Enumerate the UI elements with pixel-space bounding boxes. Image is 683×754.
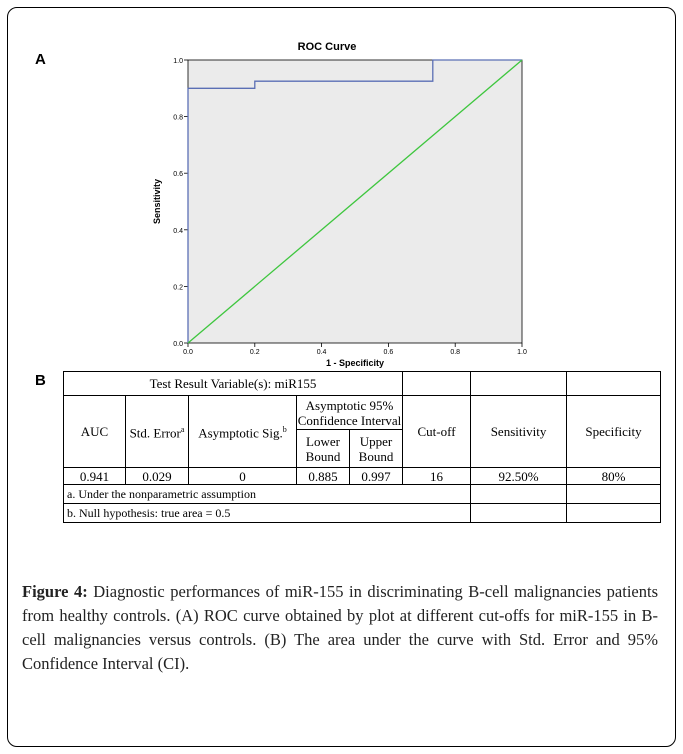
y-tick-label: 0.2 bbox=[173, 284, 183, 291]
header-confidence-interval: Asymptotic 95% Confidence Interval bbox=[295, 395, 404, 430]
cell-asymptotic-sig: 0 bbox=[188, 467, 297, 485]
y-axis: 0.0 0.2 0.4 0.6 0.8 1.0 bbox=[173, 58, 188, 348]
cell-upper-bound: 0.997 bbox=[348, 467, 404, 485]
panel-b-label: B bbox=[35, 372, 46, 389]
x-tick-label: 1.0 bbox=[517, 349, 527, 356]
table-note-b: b. Null hypothesis: true area = 0.5 bbox=[62, 503, 472, 523]
header-sensitivity: Sensitivity bbox=[470, 395, 568, 468]
roc-curve-line bbox=[187, 59, 522, 343]
figure-caption: Figure 4: Diagnostic performances of miR… bbox=[22, 580, 658, 676]
header-specificity: Specificity bbox=[566, 395, 662, 468]
auc-table: Test Result Variable(s): miR155 AUC Std.… bbox=[62, 371, 662, 523]
x-tick-label: 0.4 bbox=[317, 349, 327, 356]
x-tick-label: 0.8 bbox=[450, 349, 460, 356]
caption-text: Diagnostic performances of miR-155 in di… bbox=[22, 582, 658, 673]
header-std-error: Std. Errora bbox=[125, 395, 189, 468]
cell-sensitivity: 92.50% bbox=[470, 467, 568, 485]
table-title-empty bbox=[402, 371, 472, 396]
y-axis-label: Sensitivity bbox=[152, 179, 162, 224]
cell-auc: 0.941 bbox=[63, 467, 126, 485]
header-auc: AUC bbox=[63, 395, 126, 468]
header-asymptotic-sig: Asymptotic Sig.b bbox=[188, 395, 297, 468]
y-tick-label: 1.0 bbox=[173, 58, 183, 65]
figure-frame bbox=[7, 7, 676, 747]
cell-std-error: 0.029 bbox=[125, 467, 189, 485]
note-empty-cell bbox=[470, 484, 568, 504]
roc-chart: ROC Curve 0.00.20.40.60.81.0 0.0 0.2 0.4 0.… bbox=[152, 41, 527, 368]
header-cutoff: Cut-off bbox=[402, 395, 472, 468]
cell-specificity: 80% bbox=[566, 467, 662, 485]
reference-diagonal-line bbox=[187, 59, 523, 344]
table-title-empty bbox=[470, 371, 568, 396]
x-tick-label: 0.6 bbox=[384, 349, 394, 356]
caption-label: Figure 4: bbox=[22, 582, 88, 601]
table-title: Test Result Variable(s): miR155 bbox=[62, 371, 404, 396]
table-title-empty bbox=[566, 371, 662, 396]
header-lower-bound: Lower Bound bbox=[296, 429, 350, 468]
note-empty-cell bbox=[566, 503, 662, 523]
cell-lower-bound: 0.885 bbox=[296, 467, 350, 485]
y-tick-label: 0.6 bbox=[173, 171, 183, 178]
y-tick-label: 0.8 bbox=[173, 115, 183, 122]
y-tick-label: 0.0 bbox=[173, 341, 183, 348]
panel-a-label: A bbox=[35, 51, 46, 68]
note-empty-cell bbox=[470, 503, 568, 523]
table-note-a: a. Under the nonparametric assumption bbox=[62, 484, 472, 504]
note-empty-cell bbox=[566, 484, 662, 504]
x-tick-label: 0.2 bbox=[250, 349, 260, 356]
chart-title: ROC Curve bbox=[298, 41, 357, 53]
header-upper-bound: Upper Bound bbox=[348, 429, 404, 468]
x-tick-label: 0.0 bbox=[183, 349, 193, 356]
table-row: 0.941 0.029 0 0.885 0.997 16 92.50% 80% bbox=[63, 467, 662, 485]
x-axis-label: 1 - Specificity bbox=[326, 358, 384, 368]
y-tick-label: 0.4 bbox=[173, 228, 183, 235]
series-group bbox=[187, 59, 523, 344]
cell-cutoff: 16 bbox=[402, 467, 472, 485]
x-axis: 0.0 0.2 0.4 0.6 0.8 1.0 bbox=[183, 343, 527, 356]
